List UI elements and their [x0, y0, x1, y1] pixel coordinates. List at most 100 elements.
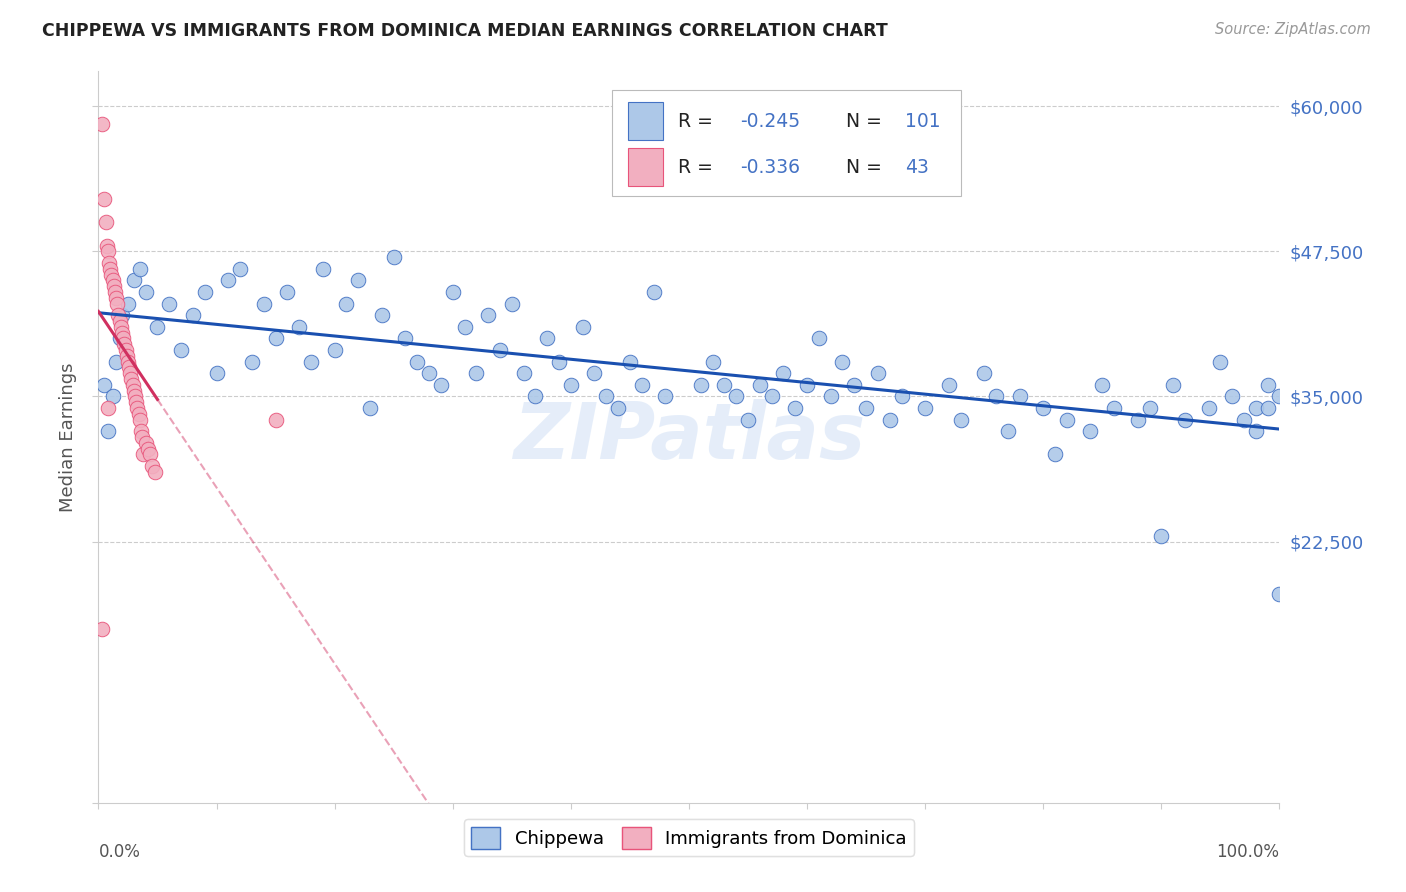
Bar [612, 90, 960, 195]
Point [139, 448, 162, 462]
Point [100, 268, 122, 282]
Point [914, 401, 936, 415]
Point [115, 349, 138, 363]
Point [276, 285, 298, 299]
Point [772, 366, 794, 380]
Point [170, 343, 193, 357]
Point [131, 430, 153, 444]
Point [595, 389, 617, 403]
Point [96, 238, 118, 252]
Text: CHIPPEWA VS IMMIGRANTS FROM DOMINICA MEDIAN EARNINGS CORRELATION CHART: CHIPPEWA VS IMMIGRANTS FROM DOMINICA MED… [42, 22, 889, 40]
Point [713, 377, 735, 392]
Point [129, 424, 152, 438]
Point [831, 354, 853, 368]
Point [1150, 529, 1173, 543]
Point [678, 180, 700, 194]
Bar [627, 103, 664, 140]
Point [1233, 412, 1256, 426]
Point [1209, 354, 1232, 368]
Point [136, 442, 159, 456]
Point [820, 389, 842, 403]
Point [1080, 424, 1102, 438]
Point [371, 308, 394, 322]
Point [93, 192, 115, 206]
Point [122, 384, 145, 398]
Point [879, 412, 901, 426]
Point [1032, 401, 1054, 415]
Point [108, 331, 131, 345]
Point [844, 377, 866, 392]
Point [997, 424, 1019, 438]
Point [91, 117, 114, 131]
Point [1161, 377, 1184, 392]
Text: 100.0%: 100.0% [1216, 843, 1279, 861]
Point [1126, 412, 1149, 426]
Point [630, 377, 652, 392]
Point [489, 343, 512, 357]
Point [103, 279, 125, 293]
Point [132, 448, 155, 462]
Point [121, 372, 143, 386]
Point [1102, 401, 1125, 415]
Bar [627, 148, 664, 186]
Point [1174, 412, 1197, 426]
Text: 43: 43 [905, 158, 929, 177]
Point [299, 354, 322, 368]
Point [347, 273, 370, 287]
Point [441, 285, 464, 299]
Text: 101: 101 [905, 112, 941, 131]
Point [406, 354, 429, 368]
Point [1056, 412, 1078, 426]
Point [984, 389, 1007, 403]
Point [229, 261, 252, 276]
Point [477, 308, 499, 322]
Point [1220, 389, 1243, 403]
Text: 0.0%: 0.0% [98, 843, 141, 861]
Point [120, 366, 142, 380]
Point [108, 314, 131, 328]
Legend: Chippewa, Immigrants from Dominica: Chippewa, Immigrants from Dominica [464, 820, 914, 856]
Text: R =: R = [678, 158, 720, 177]
Text: N =: N = [846, 158, 889, 177]
Point [796, 377, 818, 392]
Point [127, 401, 149, 415]
Point [105, 291, 128, 305]
Point [124, 389, 146, 403]
Point [807, 331, 830, 345]
Point [253, 296, 276, 310]
Point [1008, 389, 1031, 403]
Point [141, 459, 163, 474]
Point [702, 354, 724, 368]
Point [890, 389, 912, 403]
Point [785, 401, 807, 415]
Point [524, 389, 547, 403]
Point [240, 354, 263, 368]
Point [1257, 377, 1279, 392]
Point [1257, 401, 1279, 415]
Point [288, 319, 311, 334]
Point [97, 424, 120, 438]
Point [394, 331, 416, 345]
Point [560, 377, 582, 392]
Text: Source: ZipAtlas.com: Source: ZipAtlas.com [1215, 22, 1371, 37]
Point [98, 261, 121, 276]
Point [1268, 587, 1291, 601]
Point [112, 337, 135, 351]
Point [1091, 377, 1114, 392]
Y-axis label: Median Earnings: Median Earnings [59, 362, 77, 512]
Point [110, 319, 132, 334]
Point [105, 354, 128, 368]
Point [548, 354, 571, 368]
Point [335, 296, 357, 310]
Point [938, 377, 960, 392]
Point [117, 354, 139, 368]
Point [453, 319, 475, 334]
Text: -0.336: -0.336 [740, 158, 800, 177]
Point [121, 377, 143, 392]
Point [97, 401, 120, 415]
Point [418, 366, 440, 380]
Point [359, 401, 381, 415]
Point [536, 331, 558, 345]
Text: -0.245: -0.245 [740, 112, 800, 131]
Point [855, 401, 877, 415]
